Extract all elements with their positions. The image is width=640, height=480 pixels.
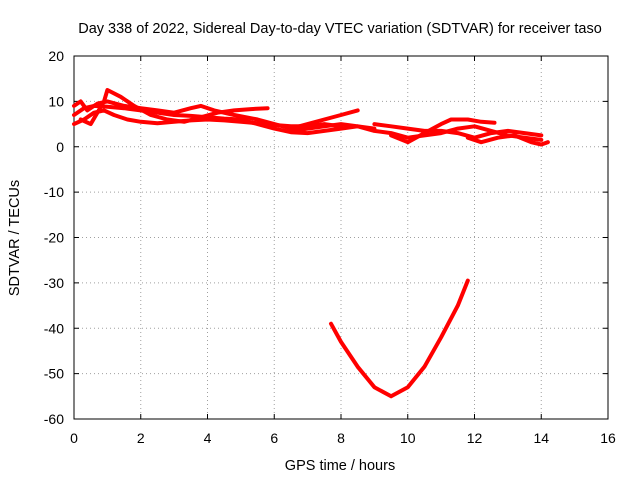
y-axis-label: SDTVAR / TECUs	[7, 180, 23, 296]
x-tick-label: 12	[467, 430, 483, 446]
chart-title: Day 338 of 2022, Sidereal Day-to-day VTE…	[78, 21, 602, 37]
series-track-0-5	[372, 122, 544, 140]
series-track-0-6	[389, 117, 497, 145]
axis-ticks: 0 2 4 6 8 10 12 14 16 20 10 0 -10 -20 -30 -40 -50 -60	[44, 48, 616, 446]
y-tick-label: -40	[44, 320, 64, 336]
x-axis-label: GPS time / hours	[285, 458, 395, 474]
x-tick-label: 2	[137, 430, 145, 446]
x-tick-label: 0	[70, 430, 78, 446]
data-series	[72, 88, 550, 399]
y-tick-label: -50	[44, 366, 64, 382]
series-track-0-8	[329, 278, 470, 399]
y-tick-label: -60	[44, 411, 64, 427]
series-track-0-1	[72, 103, 377, 136]
y-tick-label: 10	[48, 93, 64, 109]
series-track-0-3	[78, 88, 270, 127]
y-tick-label: 0	[56, 139, 64, 155]
y-tick-label: -10	[44, 184, 64, 200]
series-track-0-7	[465, 133, 550, 147]
x-tick-label: 16	[600, 430, 616, 446]
x-tick-label: 14	[533, 430, 549, 446]
x-tick-label: 10	[400, 430, 416, 446]
y-tick-label: -30	[44, 275, 64, 291]
series-track-0-2	[72, 99, 360, 131]
y-tick-label: -20	[44, 230, 64, 246]
y-tick-label: 20	[48, 48, 64, 64]
x-tick-label: 6	[270, 430, 278, 446]
x-tick-label: 8	[337, 430, 345, 446]
x-tick-label: 4	[204, 430, 212, 446]
